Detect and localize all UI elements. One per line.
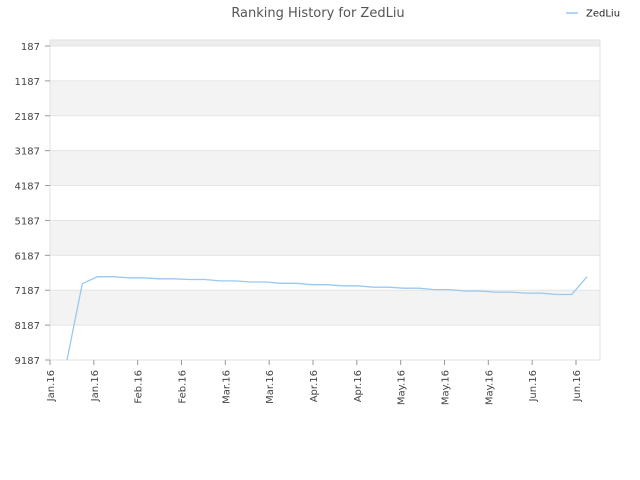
x-tick-label: May.16	[397, 370, 408, 405]
x-tick-label: Feb.16	[178, 370, 189, 404]
y-tick-label: 9187	[15, 356, 40, 367]
plot-band	[50, 325, 600, 360]
x-tick-label: May.16	[484, 370, 495, 405]
x-tick-label: Feb.16	[134, 370, 145, 404]
plot-band	[50, 290, 600, 326]
y-tick-label: 187	[21, 42, 40, 53]
y-tick-label: 3187	[15, 147, 40, 158]
plot-band	[50, 185, 600, 221]
y-tick-label: 1187	[15, 77, 40, 88]
x-tick-label: Apr.16	[309, 370, 320, 402]
legend: ZedLiu	[566, 9, 620, 20]
x-tick-label: May.16	[441, 370, 452, 405]
series-layer	[66, 276, 588, 361]
plot-band	[50, 115, 600, 151]
plot-band	[50, 150, 600, 186]
plot-band	[50, 80, 600, 116]
plot-band	[50, 220, 600, 256]
x-tick-label: Mar.16	[221, 370, 232, 404]
plot-top-band	[50, 40, 600, 46]
x-tick-label: Mar.16	[265, 370, 276, 404]
x-axis: Jan.16 Jan.16 Feb.16 Feb.16 Mar.16 Mar.16 Apr.…	[46, 360, 583, 405]
x-tick-label: Jun.16	[572, 370, 583, 403]
y-tick-label: 2187	[15, 112, 40, 123]
y-tick-label: 6187	[15, 251, 40, 262]
x-tick-label: Jun.16	[528, 370, 539, 403]
y-axis: 187 1187 2187 3187 4187 5187 6187 7187 8187 9187	[15, 42, 50, 367]
y-tick-label: 7187	[15, 286, 40, 297]
y-tick-label: 5187	[15, 216, 40, 227]
x-tick-label: Apr.16	[353, 370, 364, 402]
plot-area-border	[49, 39, 601, 361]
plot-background-bands	[50, 40, 600, 360]
legend-label-zedliu: ZedLiu	[586, 9, 620, 20]
y-tick-label: 8187	[15, 321, 40, 332]
x-tick-label: Jan.16	[90, 370, 101, 402]
chart-title: Ranking History for ZedLiu	[231, 6, 404, 21]
x-tick-label: Jan.16	[46, 370, 57, 402]
plot-band	[50, 46, 600, 81]
series-line-zedliu	[66, 276, 588, 361]
y-tick-label: 4187	[15, 182, 40, 193]
